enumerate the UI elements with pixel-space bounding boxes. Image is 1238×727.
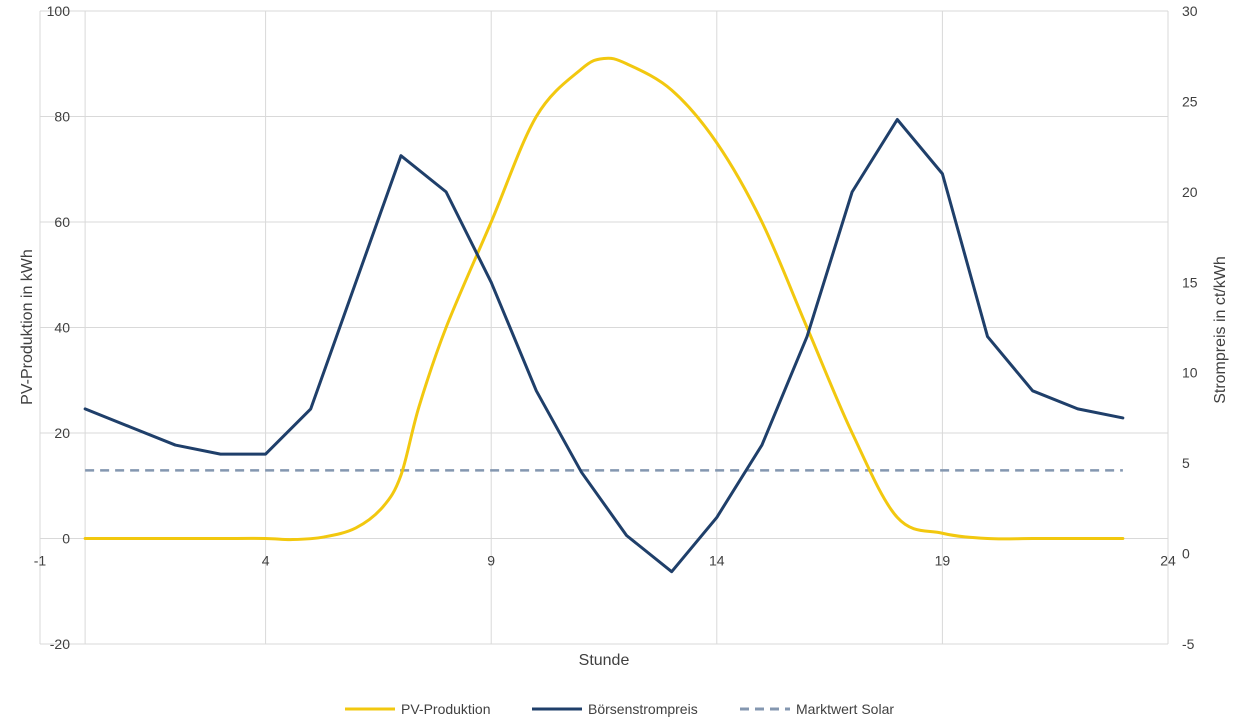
legend-label-2: Marktwert Solar [796, 701, 894, 717]
x-tick-label: -1 [34, 553, 47, 569]
y-right-tick-label: 10 [1182, 365, 1198, 381]
series-line-1 [83, 118, 1125, 574]
y-left-tick-label: 60 [54, 214, 70, 230]
legend-label-1: Börsenstrompreis [588, 701, 698, 717]
y-right-tick-label: -5 [1182, 636, 1195, 652]
x-axis-title: Stunde [579, 652, 630, 669]
y-right-tick-label: 15 [1182, 274, 1198, 290]
tick-labels: -20 0 20 40 60 80 100 -5 0 5 10 15 20 25 30 -1 4 9 14 19 24 [34, 3, 1198, 652]
y-left-tick-label: 20 [54, 425, 70, 441]
y-left-tick-label: 100 [47, 3, 71, 19]
y-right-tick-label: 20 [1182, 184, 1198, 200]
x-tick-label: 4 [262, 553, 270, 569]
y-left-tick-label: -20 [50, 636, 70, 652]
y-left-axis-title: PV-Produktion in kWh [19, 249, 36, 405]
y-right-axis-title: Strompreis in ct/kWh [1212, 256, 1229, 404]
y-left-tick-label: 80 [54, 109, 70, 125]
y-right-tick-label: 0 [1182, 546, 1190, 562]
x-tick-label: 14 [709, 553, 725, 569]
y-left-tick-label: 40 [54, 320, 70, 336]
legend: PV-Produktion Börsenstrompreis Marktwert S… [345, 701, 894, 717]
x-tick-label: 19 [935, 553, 951, 569]
series-line-0 [83, 56, 1125, 542]
x-tick-label: 24 [1160, 553, 1176, 569]
y-left-tick-label: 0 [62, 531, 70, 547]
y-right-tick-label: 30 [1182, 3, 1198, 19]
x-tick-label: 9 [487, 553, 495, 569]
y-right-tick-label: 25 [1182, 93, 1198, 109]
y-right-tick-label: 5 [1182, 455, 1190, 471]
legend-label-0: PV-Produktion [401, 701, 491, 717]
series-lines [83, 56, 1125, 574]
